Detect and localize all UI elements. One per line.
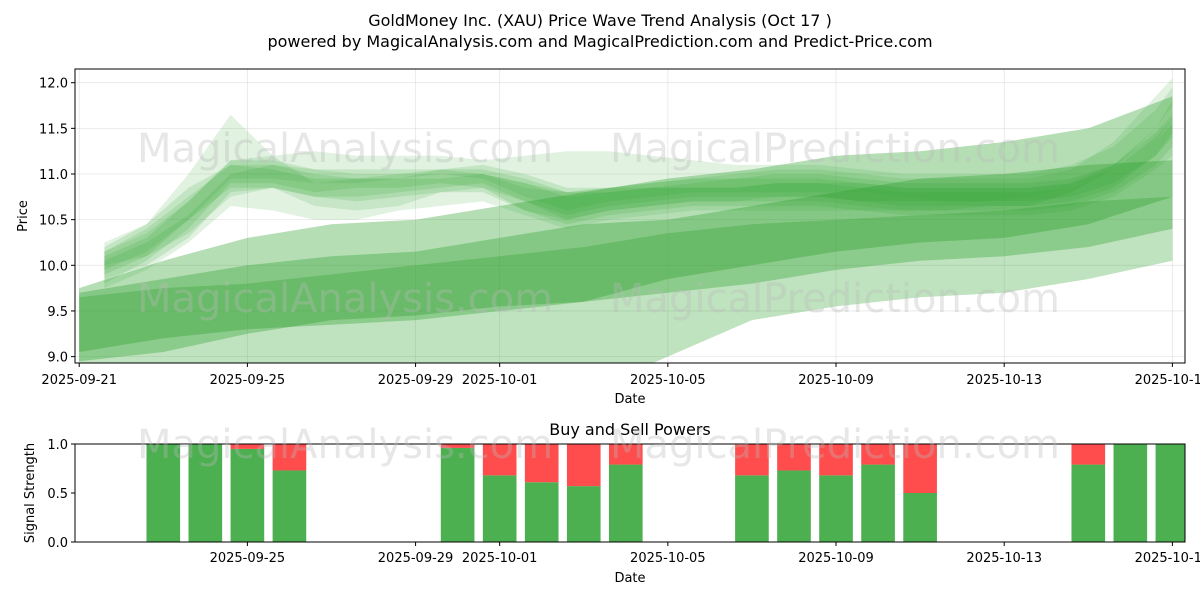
x-tick-label: 2025-09-25	[210, 373, 286, 388]
price-chart: 9.0 9.5 10.0 10.5 11.0 11.5 12.0 2025-09-21 2025…	[16, 68, 1200, 407]
sell-bar	[440, 444, 475, 448]
x-tick-label: 2025-09-25	[210, 551, 286, 566]
buy-bar	[1113, 444, 1148, 542]
x-tick-label: 2025-10-09	[798, 551, 874, 566]
buy-bar	[272, 470, 307, 542]
buy-bar	[440, 447, 475, 542]
sell-bar	[272, 444, 307, 471]
x-tick-label: 2025-10-09	[798, 373, 874, 388]
buy-bar	[1071, 464, 1106, 542]
x-tick-label: 2025-10-13	[966, 551, 1042, 566]
trend-band	[104, 119, 1173, 289]
trend-band	[104, 114, 1173, 279]
sell-bar	[819, 444, 853, 476]
sell-bar	[735, 444, 769, 476]
plot-frame	[74, 68, 1186, 364]
watermark-text: MagicalPrediction.com	[610, 126, 1060, 172]
y-axis-label: Price	[16, 200, 31, 232]
buy-bar	[146, 444, 181, 542]
y-tick-label: 0.0	[47, 536, 68, 551]
y-tick-label: 11.0	[39, 168, 68, 183]
sell-bar	[566, 444, 601, 487]
buy-bar	[903, 493, 937, 542]
watermark-text: MagicalPrediction.com	[610, 422, 1060, 468]
y-tick-label: 12.0	[39, 77, 68, 92]
x-axis-label: Date	[614, 571, 645, 586]
sell-bar	[524, 444, 559, 483]
y-tick-label: 11.5	[39, 122, 68, 137]
sell-bar	[861, 444, 895, 465]
buy-bar	[482, 475, 517, 542]
watermark-text: MagicalAnalysis.com	[137, 422, 553, 468]
trend-band	[79, 96, 1173, 362]
watermark-text: MagicalAnalysis.com	[137, 276, 553, 322]
watermark-text: MagicalAnalysis.com	[137, 126, 553, 172]
y-tick-label: 9.5	[47, 305, 68, 320]
buy-bar	[861, 464, 895, 542]
sell-bar	[482, 444, 517, 476]
sell-bar	[1071, 444, 1106, 465]
buy-bar	[566, 486, 601, 542]
trend-band	[79, 196, 1173, 363]
watermark-text: MagicalPrediction.com	[610, 276, 1060, 322]
trend-band	[104, 123, 1173, 275]
x-tick-label: 2025-10-05	[630, 551, 706, 566]
buy-bar	[819, 475, 853, 542]
x-tick-label: 2025-10-17	[1135, 551, 1200, 566]
buy-bar	[524, 482, 559, 542]
buy-bar	[188, 444, 223, 542]
signal-chart: Buy and Sell Powers 0.0 0.5 1.0 2025-09-25 20…	[23, 420, 1200, 586]
chart-subtitle: powered by MagicalAnalysis.com and Magic…	[267, 32, 932, 51]
buy-bar	[230, 448, 265, 542]
chart-title: GoldMoney Inc. (XAU) Price Wave Trend An…	[368, 11, 832, 30]
watermark-layer: MagicalAnalysis.com MagicalPrediction.co…	[137, 126, 1060, 468]
x-tick-label: 2025-10-05	[630, 373, 706, 388]
sell-bar	[608, 444, 643, 465]
y-axis-label: Signal Strength	[23, 443, 38, 543]
y-tick-label: 10.0	[39, 259, 68, 274]
x-axis-label: Date	[614, 392, 645, 407]
y-tick-label: 0.5	[47, 487, 68, 502]
sell-bar	[230, 444, 265, 449]
sell-bar	[777, 444, 811, 471]
trend-band	[79, 160, 1173, 352]
x-tick-label: 2025-09-29	[378, 373, 454, 388]
y-tick-label: 10.5	[39, 214, 68, 229]
buy-bar	[735, 475, 769, 542]
buy-bar	[1155, 444, 1185, 542]
x-tick-label: 2025-09-29	[378, 551, 454, 566]
x-tick-label: 2025-10-13	[966, 373, 1042, 388]
trend-band	[104, 87, 1173, 270]
sell-bar	[903, 444, 937, 493]
trend-band	[104, 101, 1173, 284]
y-tick-label: 9.0	[47, 351, 68, 366]
bar-chart-title: Buy and Sell Powers	[549, 420, 711, 439]
y-tick-label: 1.0	[47, 438, 68, 453]
x-tick-label: 2025-09-21	[41, 373, 117, 388]
x-tick-label: 2025-10-01	[462, 551, 538, 566]
buy-bar	[777, 470, 811, 542]
x-tick-label: 2025-10-01	[462, 373, 538, 388]
x-tick-label: 2025-10-17	[1135, 373, 1200, 388]
buy-bar	[608, 464, 643, 542]
